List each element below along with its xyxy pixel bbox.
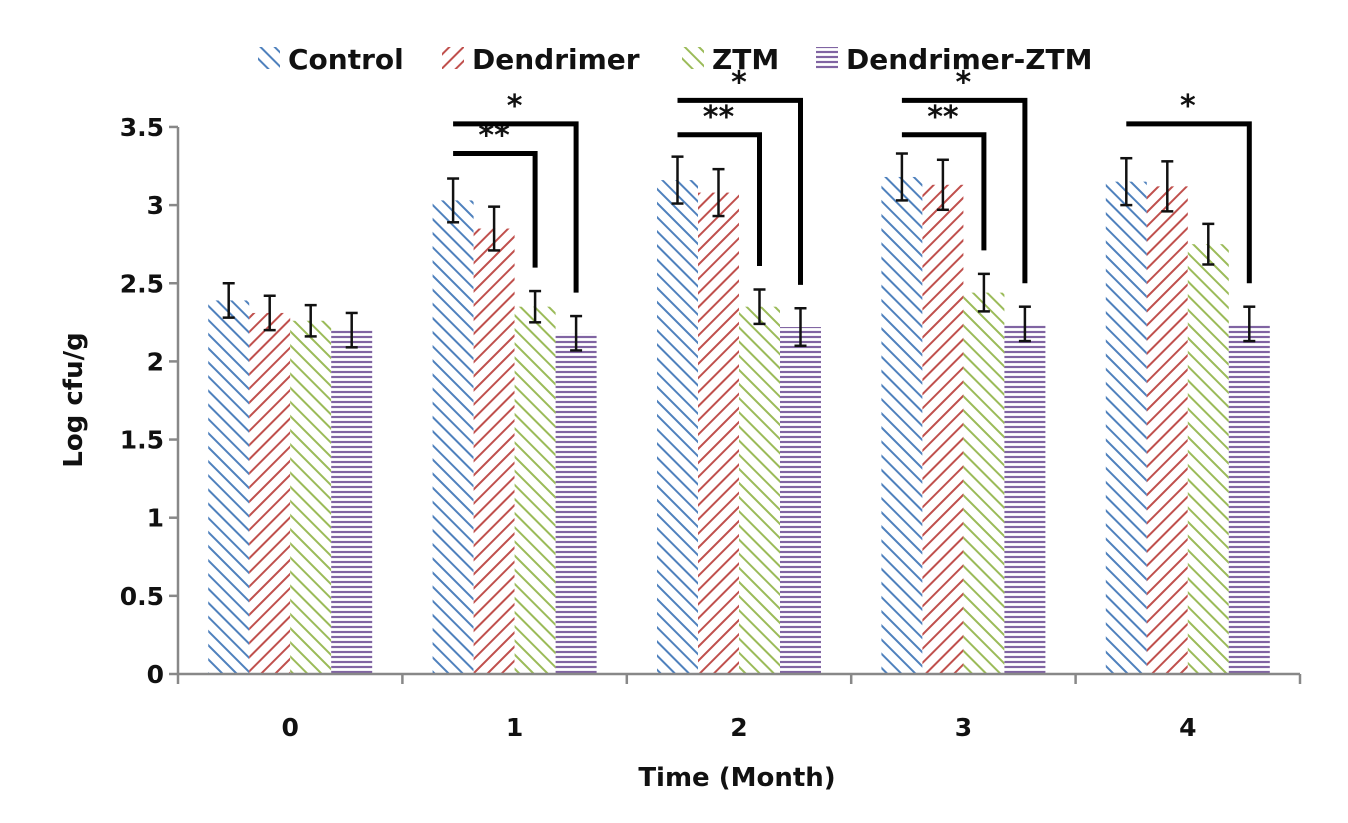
error-bar-dendrimer-4 <box>1161 160 1174 213</box>
legend-item-dendrimer-ztm: Dendrimer-ZTM <box>816 43 1092 76</box>
significance-annotations: *** ******* <box>453 65 1252 293</box>
significance-label-1: * <box>507 89 523 124</box>
bar-dendrimer-ztm-0 <box>331 330 373 674</box>
legend-label: Dendrimer <box>472 43 640 76</box>
y-tick-label-0: 0 <box>147 660 164 689</box>
bars <box>208 176 1270 675</box>
error-bar-dendrimer-1 <box>488 205 501 252</box>
error-bar-ztm-4 <box>1202 222 1215 266</box>
error-bar-ztm-1 <box>529 289 542 324</box>
bar-control-0 <box>208 300 250 674</box>
significance-bracket-1: * <box>453 89 579 293</box>
bar-dendrimer-1 <box>473 228 515 675</box>
bar-dendrimer-ztm-1 <box>555 333 597 674</box>
x-tick-label-1: 1 <box>506 713 523 742</box>
bar-control-3 <box>881 176 923 674</box>
error-bar-control-2 <box>671 155 684 205</box>
bar-ztm-3 <box>963 292 1005 674</box>
y-axis-title: Log cfu/g <box>59 332 89 467</box>
y-tick-label-1: 1 <box>147 504 164 533</box>
x-tick-label-3: 3 <box>955 713 972 742</box>
legend-item-control: Control <box>258 43 404 76</box>
y-tick-label-3.5: 3.5 <box>120 113 164 142</box>
significance-label-2: ** <box>703 100 735 135</box>
bar-ztm-4 <box>1187 244 1229 675</box>
x-axis-title: Time (Month) <box>638 763 835 793</box>
error-bar-dendrimer-ztm-1 <box>570 314 583 352</box>
error-bar-dendrimer-ztm-2 <box>794 307 807 348</box>
error-bar-control-1 <box>447 177 460 224</box>
error-bar-dendrimer-ztm-4 <box>1243 305 1256 343</box>
legend-label: Dendrimer-ZTM <box>846 43 1092 76</box>
significance-label-4: ** <box>927 100 959 135</box>
significance-bracket-3: * <box>677 65 803 285</box>
legend-label: ZTM <box>712 43 779 76</box>
y-tick-label-0.5: 0.5 <box>120 582 164 611</box>
y-tick-label-1.5: 1.5 <box>120 426 164 455</box>
bar-dendrimer-ztm-3 <box>1004 323 1046 674</box>
error-bar-dendrimer-0 <box>263 294 276 332</box>
legend-swatch <box>258 47 280 69</box>
legend-label: Control <box>288 43 404 76</box>
significance-label-3: * <box>731 65 747 100</box>
bar-ztm-0 <box>290 320 332 674</box>
error-bar-ztm-3 <box>977 272 990 313</box>
y-tick-label-2.5: 2.5 <box>120 269 164 298</box>
bar-control-4 <box>1105 181 1147 674</box>
y-tick-label-3: 3 <box>147 191 164 220</box>
bar-dendrimer-4 <box>1146 186 1188 674</box>
error-bar-dendrimer-3 <box>936 158 949 212</box>
significance-label-5: * <box>956 65 972 100</box>
bar-ztm-1 <box>514 306 556 674</box>
x-tick-label-4: 4 <box>1179 713 1196 742</box>
legend-item-ztm: ZTM <box>682 43 779 76</box>
bar-dendrimer-2 <box>698 192 739 674</box>
error-bar-control-4 <box>1120 156 1133 207</box>
x-tick-label-2: 2 <box>730 713 747 742</box>
y-tick-label-2: 2 <box>147 347 164 376</box>
x-tick-label-0: 0 <box>281 713 298 742</box>
significance-bracket-4: ** <box>901 100 987 251</box>
error-bar-dendrimer-ztm-0 <box>345 311 358 349</box>
bar-control-1 <box>432 200 474 674</box>
significance-bracket-2: ** <box>677 100 762 267</box>
legend-swatch <box>816 47 838 69</box>
error-bar-control-0 <box>222 282 235 319</box>
axes: 0 0.5 1 1.5 2 2.5 3 3.5 0 1 2 3 4 <box>120 113 1302 742</box>
bar-dendrimer-ztm-4 <box>1228 323 1270 674</box>
bar-dendrimer-0 <box>249 312 291 674</box>
bar-dendrimer-ztm-2 <box>780 327 821 674</box>
significance-label-6: * <box>1180 89 1196 124</box>
error-bar-dendrimer-ztm-3 <box>1018 305 1031 343</box>
significance-bracket-5: * <box>901 65 1028 284</box>
legend-swatch <box>682 47 704 69</box>
legend-item-dendrimer: Dendrimer <box>442 43 640 76</box>
legend: Control Dendrimer ZTM Dendrimer-ZTM <box>258 43 1092 76</box>
legend-swatch <box>442 47 464 69</box>
bar-dendrimer-3 <box>922 184 964 674</box>
bar-control-2 <box>657 180 698 675</box>
bar-ztm-2 <box>739 306 780 674</box>
error-bar-dendrimer-2 <box>712 167 725 218</box>
error-bar-control-3 <box>895 152 908 202</box>
error-bar-ztm-0 <box>304 303 317 338</box>
error-bars <box>222 152 1256 352</box>
error-bar-ztm-2 <box>753 288 766 326</box>
significance-bracket-6: * <box>1126 89 1252 284</box>
